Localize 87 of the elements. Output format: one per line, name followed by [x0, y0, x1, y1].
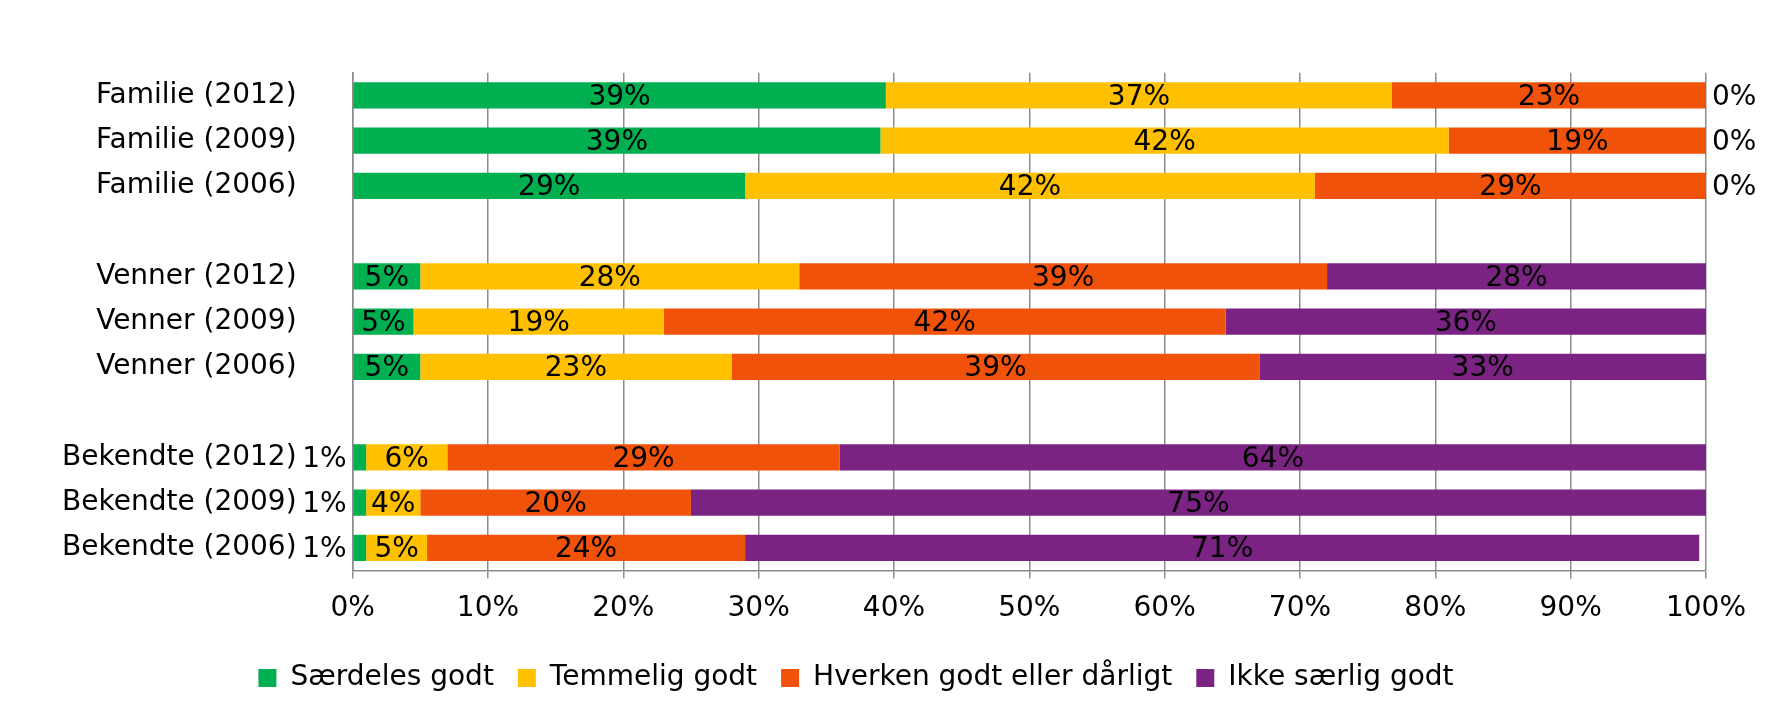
data-label: 39%: [585, 123, 649, 157]
data-label: 5%: [364, 350, 410, 384]
x-tick-label: 0%: [330, 590, 375, 624]
data-label: 24%: [554, 531, 618, 565]
x-tick-label: 60%: [1133, 590, 1196, 624]
y-tick-label: Familie (2012): [96, 76, 297, 110]
bar: [745, 534, 1700, 561]
data-label: 37%: [1107, 78, 1171, 112]
bar: [1225, 308, 1706, 335]
y-tick-label: Familie (2006): [96, 167, 297, 201]
y-tick-label: Bekendte (2012): [62, 438, 297, 472]
data-label: 1%: [302, 485, 347, 519]
bar: [799, 263, 1328, 290]
data-label: 71%: [1191, 531, 1254, 565]
data-label: 29%: [1479, 169, 1542, 203]
data-label: 28%: [1485, 259, 1548, 293]
data-label: 6%: [384, 440, 429, 474]
bar: [1314, 172, 1706, 200]
bar: [420, 263, 800, 290]
data-label: 75%: [1167, 485, 1230, 519]
data-label: 19%: [1546, 123, 1609, 157]
bar: [1392, 82, 1706, 109]
bar: [880, 127, 1449, 154]
bar: [353, 82, 886, 109]
data-label: 23%: [1517, 78, 1581, 112]
data-label: 5%: [364, 259, 410, 293]
x-tick-label: 10%: [456, 590, 520, 624]
x-tick-label: 30%: [727, 590, 790, 624]
data-label: 42%: [1133, 123, 1196, 157]
y-tick-label: Venner (2009): [96, 302, 297, 336]
data-label: 42%: [913, 304, 976, 338]
y-tick-label: Bekendte (2009): [62, 483, 297, 517]
bar: [690, 489, 1706, 516]
x-tick-label: 20%: [592, 590, 655, 624]
data-label: 0%: [1712, 78, 1757, 112]
bar: [839, 444, 1706, 471]
bar: [413, 308, 664, 335]
x-tick-label: 100%: [1665, 590, 1747, 624]
data-label: 19%: [507, 304, 570, 338]
bar: [1448, 127, 1706, 154]
bar: [1327, 263, 1706, 290]
data-label: 0%: [1712, 123, 1757, 157]
legend-label: Særdeles godt: [290, 659, 494, 693]
data-label: 36%: [1434, 304, 1497, 338]
bar: [731, 353, 1260, 380]
bar: [420, 353, 732, 380]
x-tick-label: 40%: [862, 590, 926, 624]
data-label: 39%: [588, 78, 651, 112]
x-tick-label: 70%: [1268, 590, 1332, 624]
data-label: 29%: [518, 169, 581, 203]
legend-label: Temmelig godt: [548, 659, 758, 693]
x-tick-label: 50%: [998, 590, 1061, 624]
y-tick-label: Venner (2006): [96, 348, 297, 382]
bar: [663, 308, 1226, 335]
legend-label: Hverken godt eller dårligt: [813, 659, 1173, 693]
data-label: 1%: [302, 531, 347, 565]
x-tick-label: 90%: [1539, 590, 1602, 624]
bar: [427, 534, 746, 561]
data-label: 1%: [302, 440, 347, 474]
x-tick-label: 80%: [1404, 590, 1467, 624]
data-label: 29%: [612, 440, 675, 474]
data-label: 64%: [1241, 440, 1305, 474]
data-label: 0%: [1712, 169, 1757, 203]
y-tick-label: Bekendte (2006): [62, 529, 297, 563]
bar: [447, 444, 840, 471]
bar: [745, 172, 1315, 200]
bar: [885, 82, 1393, 109]
data-label: 20%: [524, 485, 587, 519]
bar: [1259, 353, 1706, 380]
data-label: 23%: [544, 350, 608, 384]
data-label: 5%: [374, 531, 419, 565]
bar: [353, 444, 367, 471]
bar: [353, 489, 367, 516]
bar: [353, 172, 746, 200]
data-label: 42%: [998, 169, 1062, 203]
data-label: 33%: [1451, 350, 1514, 384]
bar: [353, 534, 367, 561]
data-label: 39%: [1032, 259, 1095, 293]
data-label: 4%: [371, 485, 416, 519]
y-tick-label: Venner (2012): [96, 257, 297, 291]
data-label: 5%: [361, 304, 406, 338]
data-label: 39%: [964, 350, 1027, 384]
bar: [353, 127, 881, 154]
legend-label: Ikke særlig godt: [1228, 659, 1454, 693]
bar: [420, 489, 691, 516]
y-tick-label: Familie (2009): [96, 121, 297, 155]
data-label: 28%: [578, 259, 641, 293]
